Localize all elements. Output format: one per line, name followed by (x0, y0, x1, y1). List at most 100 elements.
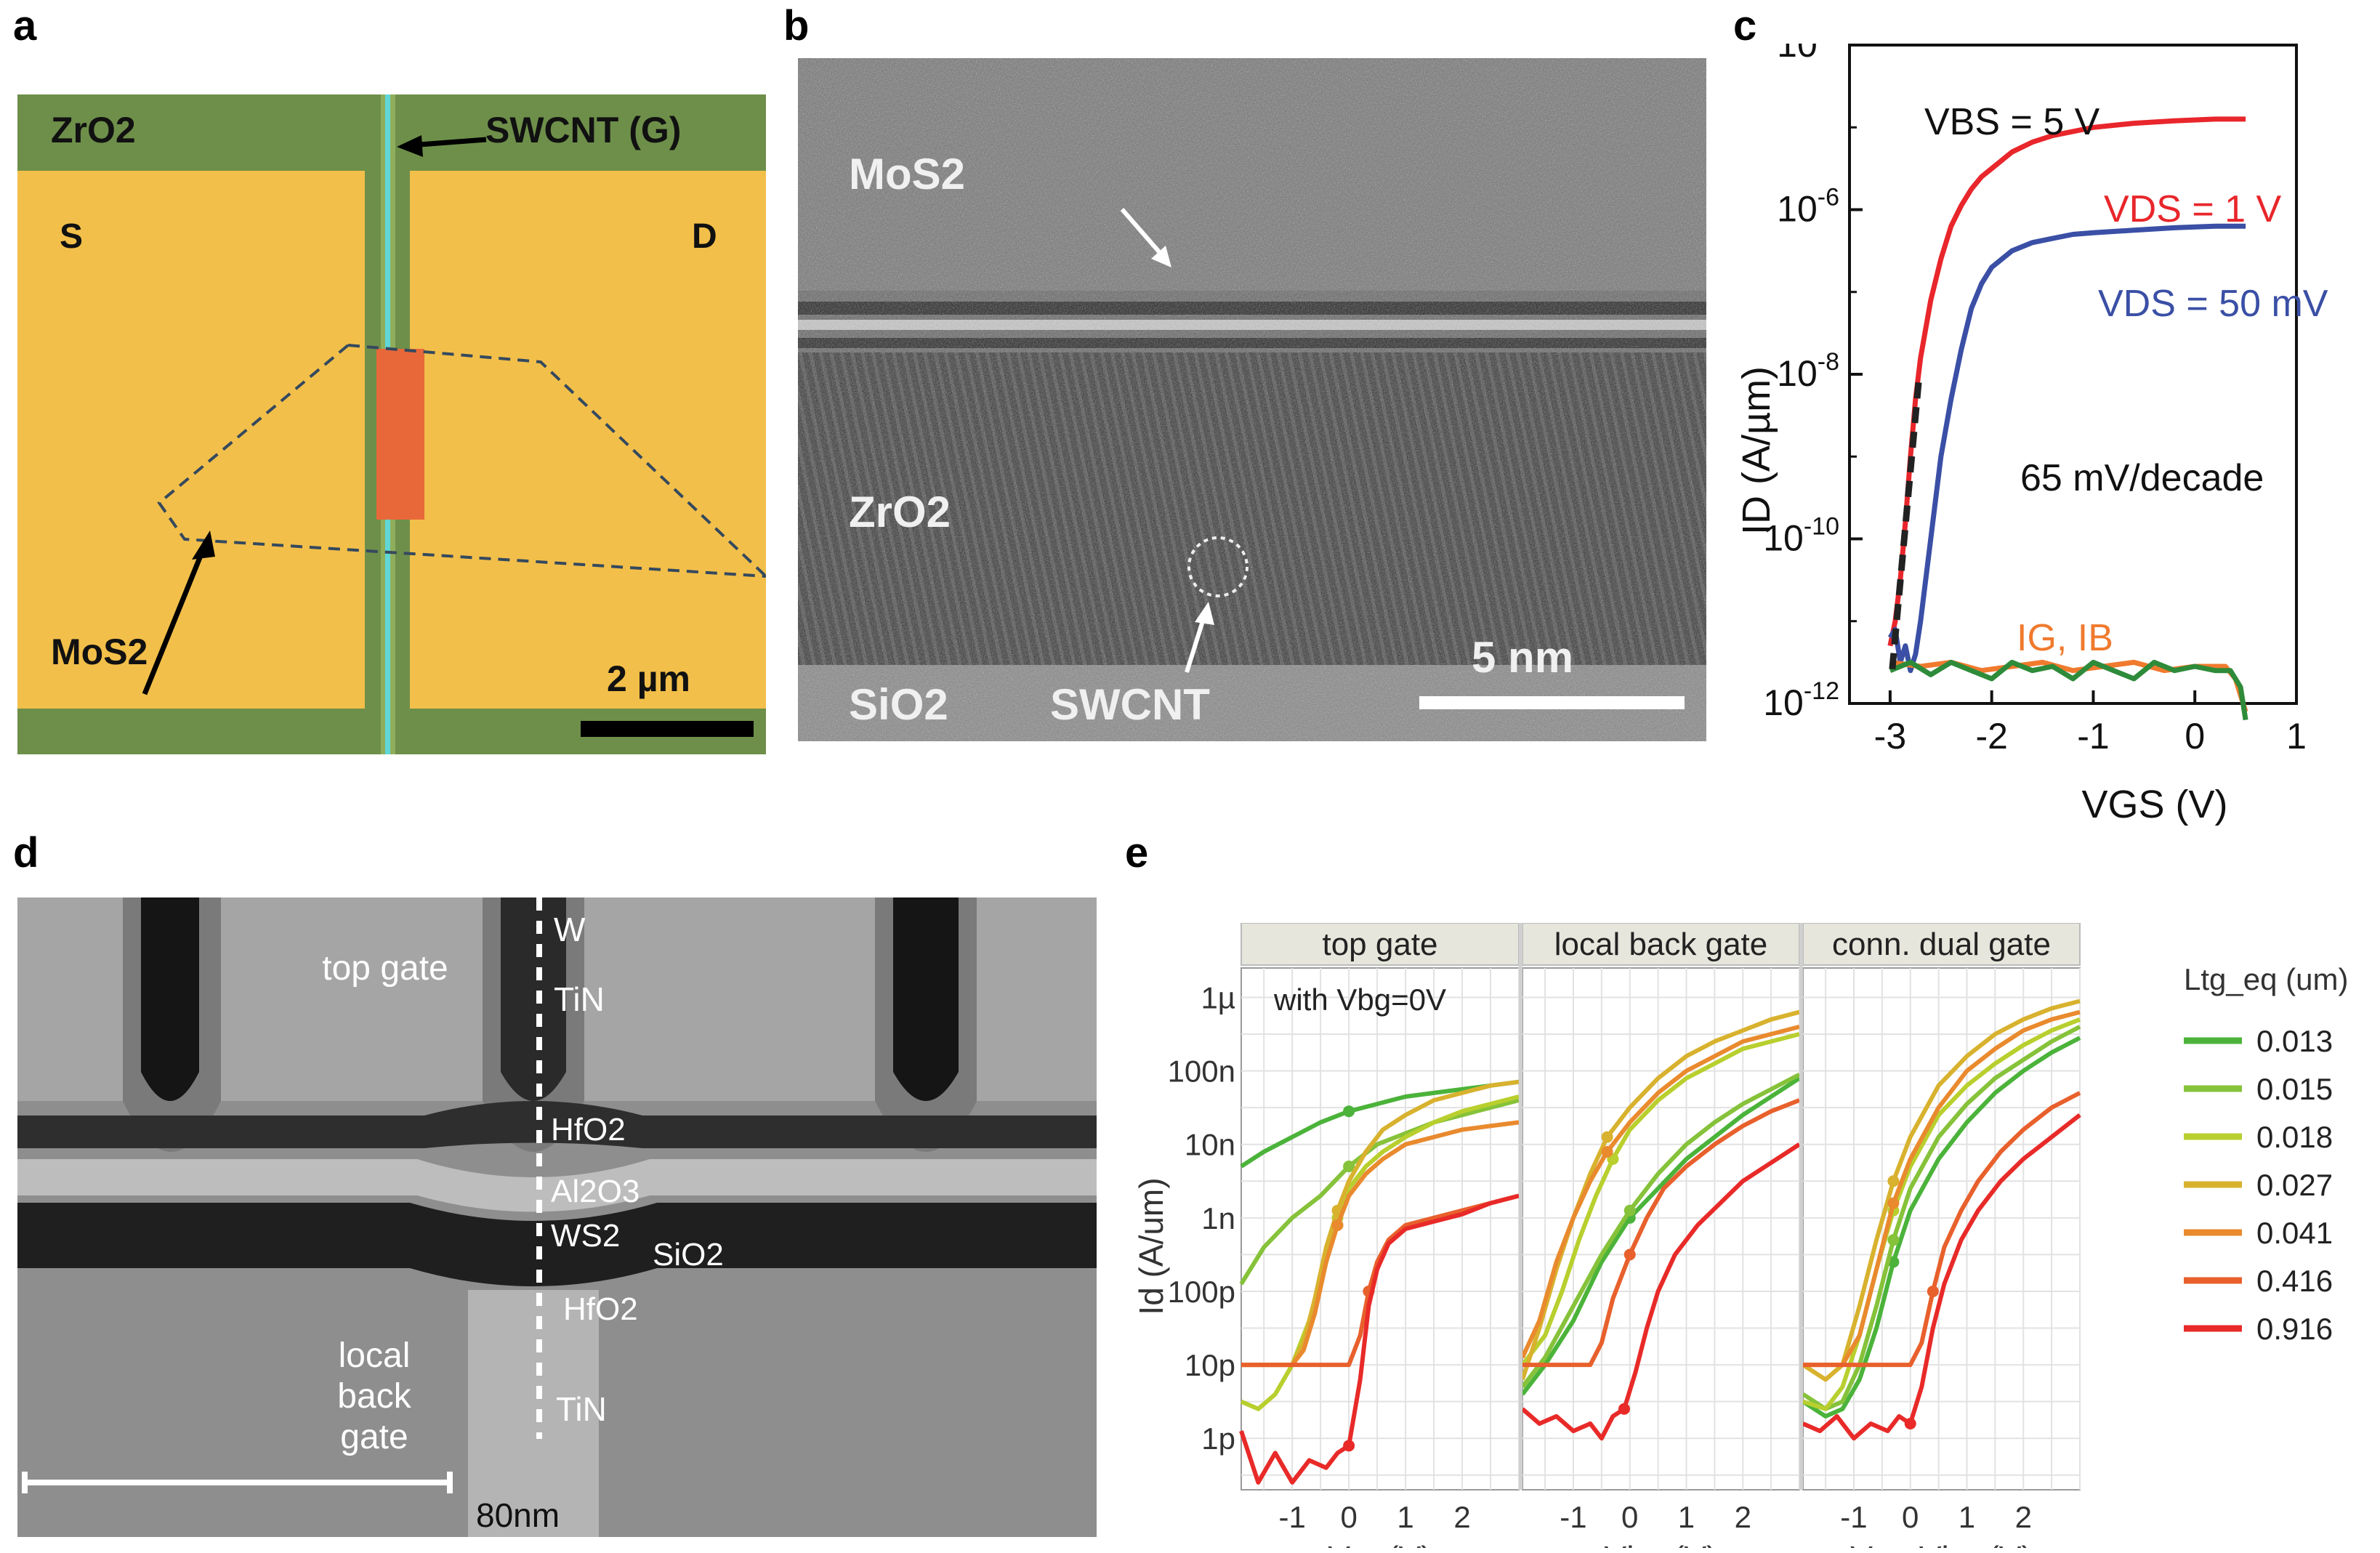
panel-c-series (1887, 116, 2248, 721)
y-tick-label-c: 10-4 (1777, 44, 1839, 65)
subplot-header (1802, 923, 2081, 966)
series-line-0.416 (1522, 1098, 1801, 1368)
x-tick-label-e: 0 (1621, 1500, 1638, 1534)
x-tick-label-c: 1 (2286, 716, 2307, 757)
y-tick-label-c: 10-12 (1763, 677, 1839, 723)
vbs-annotation: VBS = 5 V (1924, 101, 2100, 143)
mos2-arrow (142, 540, 209, 695)
subplot-title: top gate (1322, 927, 1437, 962)
label-zro2-b: ZrO2 (849, 488, 951, 536)
series-line-0.013 (1240, 1079, 1520, 1169)
x-tick-label-e: 2 (1735, 1500, 1751, 1534)
label-mos2-b: MoS2 (849, 150, 966, 198)
x-tick-label-e: 2 (2015, 1500, 2032, 1534)
panel-a-sem-image (17, 94, 766, 754)
panel-b-tem-image (798, 58, 1706, 741)
hfo2-top-layer (17, 1101, 1097, 1148)
y-axis-label-e: Id (A/um) (1134, 1177, 1170, 1315)
subplot-3: conn. dual gate -1 0 1 2 Vtg, Vbg (V) (1802, 923, 2081, 1548)
label-sio2-b: SiO2 (849, 680, 948, 729)
label-tin-top: TiN (554, 980, 605, 1018)
panel-d-cross-section (17, 897, 1097, 1537)
series-line-0.018 (1802, 1017, 2081, 1411)
swcnt-marker-circle (1187, 536, 1249, 597)
channel-region (376, 349, 424, 520)
series-marker-0.916 (1343, 1440, 1355, 1452)
y-tick-label-e: 100n (1168, 1054, 1235, 1089)
series-line-0.015 (1239, 1098, 1520, 1286)
y-tick-label-c: 10-6 (1777, 184, 1839, 230)
series-line-0.416 (1803, 1091, 2081, 1368)
x-tick-label-e: -1 (1278, 1500, 1305, 1534)
label-scale-a: 2 µm (607, 658, 690, 699)
subplot-header (1241, 923, 1520, 966)
label-mos2-a: MoS2 (51, 632, 148, 672)
panel-letter-d: d (13, 829, 39, 876)
x-tick-label-c: -1 (2077, 716, 2109, 757)
x-tick-label-e: 0 (1340, 1500, 1357, 1534)
series-marker-0.916 (1618, 1403, 1630, 1415)
series-line-0.018 (1520, 1032, 1800, 1366)
series-line-0.041 (1241, 1120, 1520, 1368)
legend-title-e: Ltg_eq (um) (2184, 962, 2348, 996)
label-swcnt-g: SWCNT (G) (485, 110, 682, 150)
scale-bar-b (1419, 696, 1685, 709)
subplot-1: top gate with Vbg=0V -1 0 1 2 Vtg (V) (1239, 923, 1520, 1548)
series-marker-0.015 (1343, 1161, 1355, 1173)
series-marker-0.027 (1601, 1131, 1613, 1143)
label-ws2: WS2 (551, 1218, 621, 1254)
scale-bar-a (581, 721, 754, 737)
legend-label: 0.013 (2256, 1024, 2333, 1058)
ig-ib-annotation: IG, IB (2017, 617, 2113, 659)
y-tick-label-c: 10-8 (1777, 348, 1839, 394)
x-tick-label-e: -1 (1840, 1500, 1867, 1534)
local-back-gate-tin (468, 1290, 599, 1537)
legend-label: 0.027 (2256, 1168, 2333, 1202)
x-tick-label-e: 0 (1902, 1500, 1919, 1534)
series-line-ib (1889, 659, 2248, 721)
legend-label: 0.041 (2256, 1216, 2333, 1250)
label-hfo2-bottom: HfO2 (563, 1291, 638, 1327)
x-tick-label-c: 0 (2185, 716, 2205, 757)
series-line-0.916 (1521, 1142, 1801, 1441)
series-line-0.041 (1520, 1024, 1800, 1359)
series-line-vds-1-v (1887, 116, 2246, 647)
x-tick-label-e: 2 (1453, 1500, 1470, 1534)
subplot-subtitle: with Vbg=0V (1273, 983, 1446, 1017)
label-source: S (60, 217, 84, 256)
swcnt-arrow-b (1185, 613, 1207, 673)
label-drain: D (692, 217, 717, 256)
y-axis-label-c: ID (A/µm) (1737, 366, 1778, 535)
y-tick-label-e: 100p (1168, 1275, 1235, 1309)
series-line-0.018 (1240, 1094, 1520, 1411)
x-axis-label-e: Vtg (V) (1328, 1539, 1432, 1548)
series-marker-0.013 (1343, 1105, 1355, 1118)
subplot-title: conn. dual gate (1832, 927, 2051, 962)
legend-label: 0.015 (2256, 1072, 2333, 1106)
series-line-0.916 (1802, 1113, 2081, 1441)
series-line-0.916 (1239, 1193, 1520, 1485)
x-axis-label-e: Vbg (V) (1605, 1539, 1718, 1548)
swcnt-arrow (409, 137, 487, 148)
series-marker-0.027 (1887, 1175, 1900, 1187)
x-axis-label-e: Vtg, Vbg (V) (1850, 1539, 2033, 1548)
panel-e-legend: 0.013 0.015 0.018 0.027 0.041 0.416 0.916 (2184, 1024, 2333, 1346)
subplot-title: local back gate (1554, 927, 1768, 962)
panel-letter-b: b (783, 2, 810, 49)
drain-electrode (410, 171, 766, 709)
panel-letter-e: e (1125, 829, 1149, 876)
vds-1v-annotation: VDS = 1 V (2104, 188, 2282, 230)
series-marker-0.041 (1887, 1197, 1900, 1209)
mos2-arrow-b (1120, 208, 1163, 256)
legend-label: 0.018 (2256, 1120, 2333, 1154)
x-tick-label-e: 1 (1678, 1500, 1695, 1534)
x-tick-label-c: -3 (1874, 716, 1906, 757)
hfo2-bottom-layer (17, 1203, 1097, 1286)
y-tick-label-e: 10n (1185, 1128, 1235, 1162)
subplot-separator (1799, 923, 1803, 1490)
x-axis-label-c: VGS (V) (2081, 783, 2227, 826)
label-scale-d: 80nm (476, 1496, 560, 1534)
legend-label: 0.416 (2256, 1264, 2333, 1298)
legend-label: 0.916 (2256, 1312, 2333, 1346)
panel-e-chart: top gate with Vbg=0V -1 0 1 2 Vtg (V) local bac… (1134, 923, 2348, 1548)
